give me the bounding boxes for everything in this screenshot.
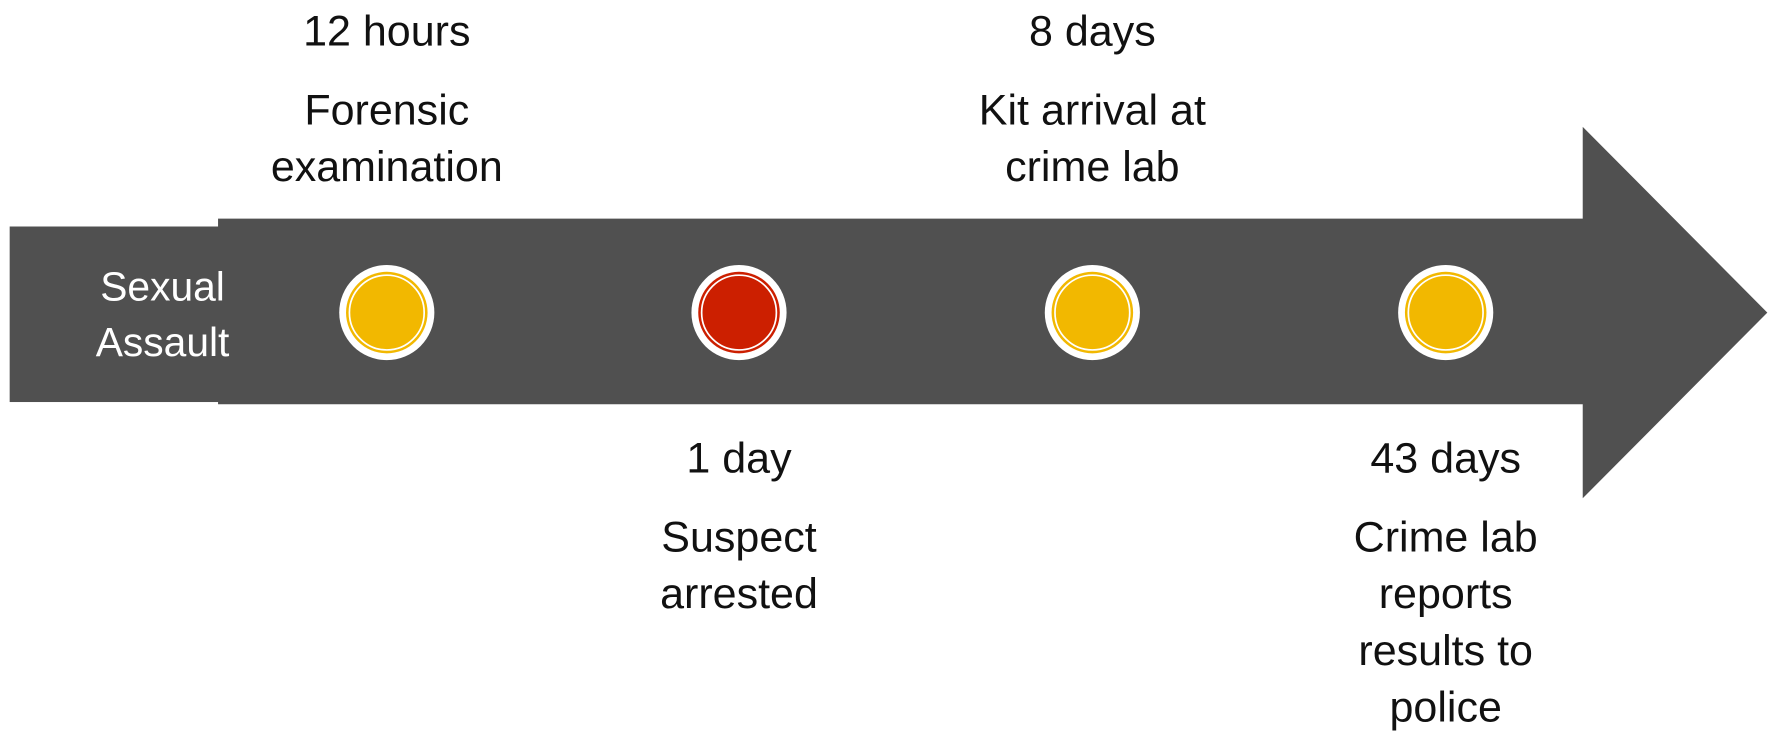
milestone-ring bbox=[1407, 274, 1484, 351]
milestone-label: Crime lab bbox=[1354, 514, 1538, 562]
milestone-label: results to bbox=[1358, 627, 1533, 675]
arrow-tail bbox=[9, 226, 237, 403]
arrow-body bbox=[218, 126, 1768, 499]
start-label: Assault bbox=[96, 319, 230, 365]
milestone-label: Forensic bbox=[304, 87, 469, 135]
milestone-label: reports bbox=[1379, 570, 1513, 618]
start-label: Sexual bbox=[100, 264, 225, 310]
milestone-label: Kit arrival at bbox=[979, 87, 1206, 135]
milestone bbox=[698, 271, 780, 354]
milestone-time: 1 day bbox=[686, 434, 792, 482]
milestone bbox=[346, 271, 428, 354]
milestone bbox=[1404, 271, 1487, 354]
milestone-time: 43 days bbox=[1370, 434, 1521, 482]
milestone-ring bbox=[700, 274, 778, 351]
milestone-label: Suspect bbox=[661, 514, 816, 562]
milestone-label: arrested bbox=[660, 570, 818, 618]
milestone-label: crime lab bbox=[1005, 143, 1179, 191]
milestone-time: 8 days bbox=[1029, 7, 1156, 55]
milestone bbox=[1051, 271, 1134, 354]
milestone-label: examination bbox=[271, 143, 503, 191]
milestone-ring bbox=[1054, 274, 1131, 351]
milestone-time: 12 hours bbox=[303, 7, 470, 55]
milestone-label: police bbox=[1389, 683, 1501, 731]
milestone-ring bbox=[348, 274, 426, 351]
